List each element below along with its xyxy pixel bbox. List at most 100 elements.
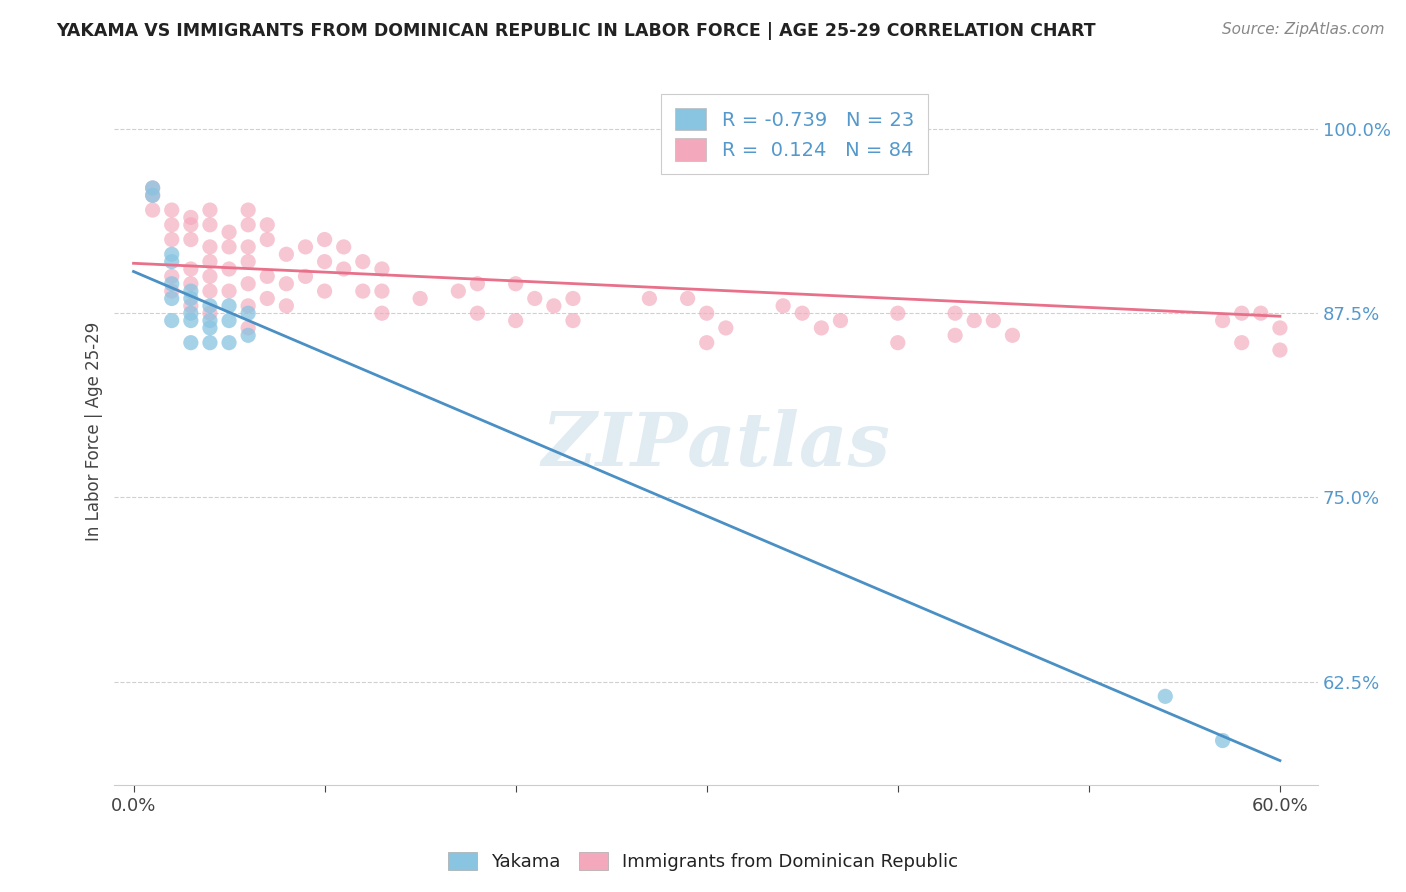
Point bbox=[180, 262, 202, 277]
Point bbox=[180, 218, 202, 232]
Point bbox=[160, 218, 183, 232]
Text: YAKAMA VS IMMIGRANTS FROM DOMINICAN REPUBLIC IN LABOR FORCE | AGE 25-29 CORRELAT: YAKAMA VS IMMIGRANTS FROM DOMINICAN REPU… bbox=[56, 22, 1095, 40]
Point bbox=[236, 240, 259, 254]
Point bbox=[218, 299, 240, 313]
Point bbox=[180, 299, 202, 313]
Point bbox=[198, 313, 221, 327]
Point bbox=[160, 269, 183, 284]
Point bbox=[236, 328, 259, 343]
Point bbox=[218, 284, 240, 298]
Point bbox=[180, 284, 202, 298]
Point bbox=[294, 269, 316, 284]
Point bbox=[409, 292, 432, 306]
Point bbox=[943, 328, 966, 343]
Point bbox=[447, 284, 470, 298]
Point bbox=[830, 313, 852, 327]
Point bbox=[963, 313, 986, 327]
Point bbox=[1212, 733, 1234, 747]
Point bbox=[198, 240, 221, 254]
Point bbox=[505, 277, 527, 291]
Point bbox=[180, 335, 202, 350]
Point bbox=[562, 313, 585, 327]
Point bbox=[772, 299, 794, 313]
Point bbox=[218, 335, 240, 350]
Point bbox=[696, 306, 718, 320]
Legend: Yakama, Immigrants from Dominican Republic: Yakama, Immigrants from Dominican Republ… bbox=[440, 845, 966, 879]
Point bbox=[696, 335, 718, 350]
Point bbox=[1250, 306, 1272, 320]
Point bbox=[371, 262, 394, 277]
Point bbox=[198, 254, 221, 268]
Point bbox=[180, 292, 202, 306]
Point bbox=[218, 240, 240, 254]
Point bbox=[142, 202, 165, 217]
Point bbox=[352, 254, 374, 268]
Point bbox=[887, 306, 910, 320]
Point bbox=[562, 292, 585, 306]
Legend: R = -0.739   N = 23, R =  0.124   N = 84: R = -0.739 N = 23, R = 0.124 N = 84 bbox=[661, 95, 928, 174]
Text: ZIP​atlas: ZIP​atlas bbox=[541, 409, 891, 482]
Point bbox=[1268, 321, 1291, 335]
Point bbox=[160, 247, 183, 261]
Point bbox=[142, 188, 165, 202]
Point bbox=[467, 277, 489, 291]
Point bbox=[714, 321, 737, 335]
Point bbox=[810, 321, 832, 335]
Point bbox=[180, 211, 202, 225]
Point bbox=[371, 306, 394, 320]
Point bbox=[160, 284, 183, 298]
Point bbox=[198, 321, 221, 335]
Point bbox=[236, 306, 259, 320]
Point bbox=[1154, 690, 1177, 704]
Y-axis label: In Labor Force | Age 25-29: In Labor Force | Age 25-29 bbox=[86, 321, 103, 541]
Point bbox=[523, 292, 546, 306]
Point bbox=[160, 313, 183, 327]
Point bbox=[256, 269, 278, 284]
Point bbox=[218, 225, 240, 239]
Point bbox=[314, 254, 336, 268]
Point bbox=[160, 277, 183, 291]
Point bbox=[638, 292, 661, 306]
Point bbox=[467, 306, 489, 320]
Point bbox=[198, 218, 221, 232]
Point bbox=[236, 277, 259, 291]
Point bbox=[160, 202, 183, 217]
Point bbox=[256, 233, 278, 247]
Point bbox=[1212, 313, 1234, 327]
Point bbox=[276, 299, 298, 313]
Point bbox=[198, 269, 221, 284]
Point bbox=[142, 181, 165, 195]
Point bbox=[160, 292, 183, 306]
Point bbox=[887, 335, 910, 350]
Point bbox=[314, 284, 336, 298]
Point bbox=[1001, 328, 1024, 343]
Point bbox=[371, 284, 394, 298]
Point bbox=[1230, 335, 1253, 350]
Point bbox=[180, 277, 202, 291]
Point bbox=[294, 240, 316, 254]
Point bbox=[218, 262, 240, 277]
Point bbox=[332, 240, 354, 254]
Point bbox=[543, 299, 565, 313]
Point bbox=[256, 292, 278, 306]
Point bbox=[981, 313, 1004, 327]
Point bbox=[160, 254, 183, 268]
Point bbox=[218, 313, 240, 327]
Point bbox=[792, 306, 814, 320]
Point bbox=[180, 313, 202, 327]
Point bbox=[198, 335, 221, 350]
Point bbox=[142, 188, 165, 202]
Point bbox=[332, 262, 354, 277]
Point bbox=[236, 254, 259, 268]
Point bbox=[676, 292, 699, 306]
Point bbox=[276, 247, 298, 261]
Point bbox=[180, 233, 202, 247]
Point bbox=[1268, 343, 1291, 357]
Point bbox=[236, 299, 259, 313]
Point bbox=[236, 321, 259, 335]
Point bbox=[943, 306, 966, 320]
Point bbox=[505, 313, 527, 327]
Text: Source: ZipAtlas.com: Source: ZipAtlas.com bbox=[1222, 22, 1385, 37]
Point bbox=[198, 299, 221, 313]
Point bbox=[256, 218, 278, 232]
